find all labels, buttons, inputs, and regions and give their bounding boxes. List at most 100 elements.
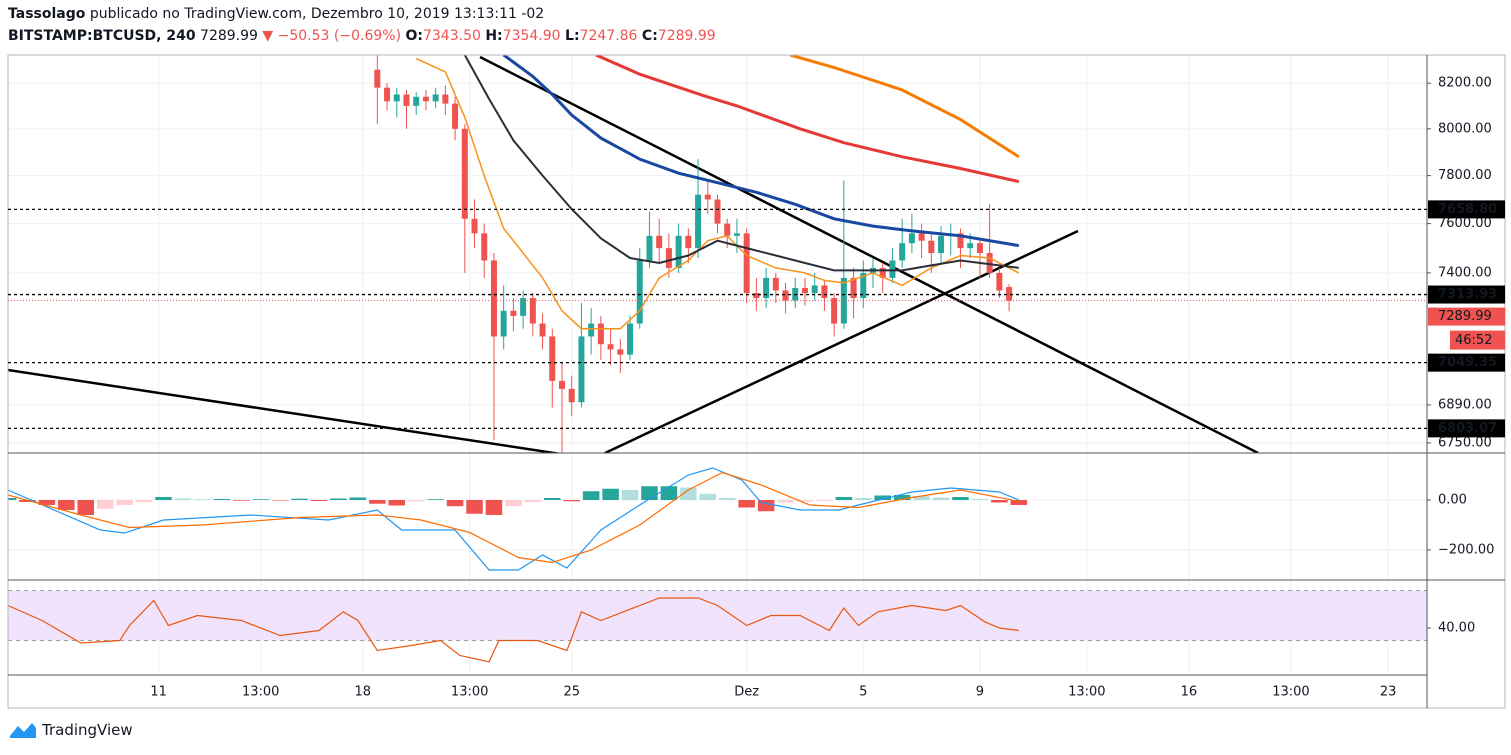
candle-body (403, 94, 410, 106)
macd-histogram-bar (932, 497, 950, 500)
price-label-box (1428, 353, 1505, 372)
candle-body (617, 349, 624, 355)
price-panel (8, 55, 1259, 453)
macd-histogram-bar (369, 500, 386, 504)
candle-body (578, 336, 585, 403)
symbol: BITSTAMP:BTCUSD, 240 (8, 28, 196, 44)
candle-body (860, 272, 867, 299)
rsi-band (8, 590, 1427, 641)
ohlc-label: O: (405, 28, 423, 44)
macd-histogram-bar (427, 499, 444, 500)
candle-body (636, 260, 643, 324)
macd-histogram-bar (718, 498, 736, 500)
logo-icon (10, 723, 36, 738)
candle-body (772, 277, 779, 291)
candle-body (384, 87, 391, 102)
candle-body (976, 243, 983, 254)
ohlc-label: H: (485, 28, 503, 44)
candle-body (374, 69, 381, 88)
macd-histogram-bar (563, 500, 580, 502)
x-tick-label: 18 (354, 685, 371, 700)
x-tick-label: 9 (976, 685, 984, 700)
candle-body (549, 336, 556, 381)
author: Tassolago (8, 6, 86, 22)
candle-body (889, 260, 896, 278)
candle-body (442, 94, 449, 104)
x-tick-label: Dez (734, 685, 759, 700)
candle-body (539, 323, 546, 337)
x-tick-label: 13:00 (1068, 685, 1105, 700)
candle-body (967, 243, 974, 249)
macd-panel (8, 467, 1028, 571)
candle-body (850, 277, 857, 299)
macd-histogram-bar (544, 498, 561, 500)
candle-body (840, 277, 847, 324)
y-tick-label: 8200.00 (1438, 76, 1492, 91)
candle-body (821, 285, 828, 299)
candle-body (490, 260, 497, 337)
rsi-panel (8, 590, 1427, 663)
macd-histogram-bar (524, 500, 542, 502)
macd-histogram-bar (991, 500, 1008, 503)
chart: 11 13:00 18 13:00 25 Dez 5 9 13:00 16 13:00 23 8200.… (7, 54, 1506, 709)
trend-line (479, 55, 1259, 453)
x-tick-label: 13:00 (1272, 685, 1309, 700)
price-label-box (1428, 285, 1505, 304)
macd-histogram-bar (971, 499, 989, 500)
x-tick-label: 13:00 (242, 685, 279, 700)
candle-body (500, 310, 507, 337)
brand: TradingView (42, 721, 133, 739)
macd-histogram-bar (816, 500, 833, 501)
trend-line (8, 368, 563, 453)
y-tick-label: 0.00 (1438, 493, 1467, 508)
macd-histogram-bar (252, 499, 269, 500)
moving-average (502, 55, 1020, 248)
macd-histogram-bar (602, 488, 619, 500)
candle-body (714, 199, 721, 224)
candle-body (588, 323, 595, 337)
macd-histogram-bar (582, 491, 600, 500)
macd-histogram-bar (660, 486, 678, 500)
macd-histogram-bar (116, 500, 133, 505)
candle-body (996, 272, 1003, 291)
macd-histogram-bar (38, 500, 56, 505)
macd-histogram-bar (1010, 500, 1028, 505)
macd-histogram-bar (349, 497, 367, 500)
macd-histogram-bar (777, 500, 794, 503)
ohlc-value: 7247.86 (579, 28, 638, 44)
macd-histogram-bar (291, 498, 308, 500)
y-tick-label: 8000.00 (1438, 121, 1492, 136)
candle-body (675, 235, 682, 268)
macd-histogram-bar (174, 498, 192, 500)
axes (7, 54, 1506, 709)
macd-histogram-bar (796, 500, 814, 502)
countdown-label: 46:52 (1455, 333, 1492, 348)
macd-histogram-bar (835, 497, 853, 500)
price-label-box (1428, 419, 1505, 438)
ohlc-label: L: (565, 28, 580, 44)
macd-histogram-bar (58, 500, 75, 510)
countdown-box (1450, 330, 1505, 350)
candle-body (461, 128, 468, 219)
candle-body (811, 285, 818, 294)
macd-line (8, 471, 1019, 564)
candle-body (704, 194, 711, 200)
macd-histogram-bar (485, 500, 503, 515)
moving-average (463, 55, 1019, 272)
candle-body (685, 235, 692, 249)
candle-body (452, 103, 459, 129)
candle-body (1006, 287, 1013, 301)
candle-body (908, 233, 915, 244)
candle-body (568, 388, 575, 403)
price: 7289.99 (200, 28, 258, 44)
macd-histogram-bar (330, 498, 347, 500)
macd-histogram-bar (213, 499, 231, 500)
candle-body (646, 235, 653, 261)
candle-body (607, 344, 614, 350)
candle-body (471, 218, 478, 234)
candle-body (724, 223, 731, 236)
macd-histogram-bar (194, 499, 211, 500)
candle-body (763, 277, 770, 299)
candle-body (899, 243, 906, 261)
macd-histogram-bar (757, 500, 775, 512)
